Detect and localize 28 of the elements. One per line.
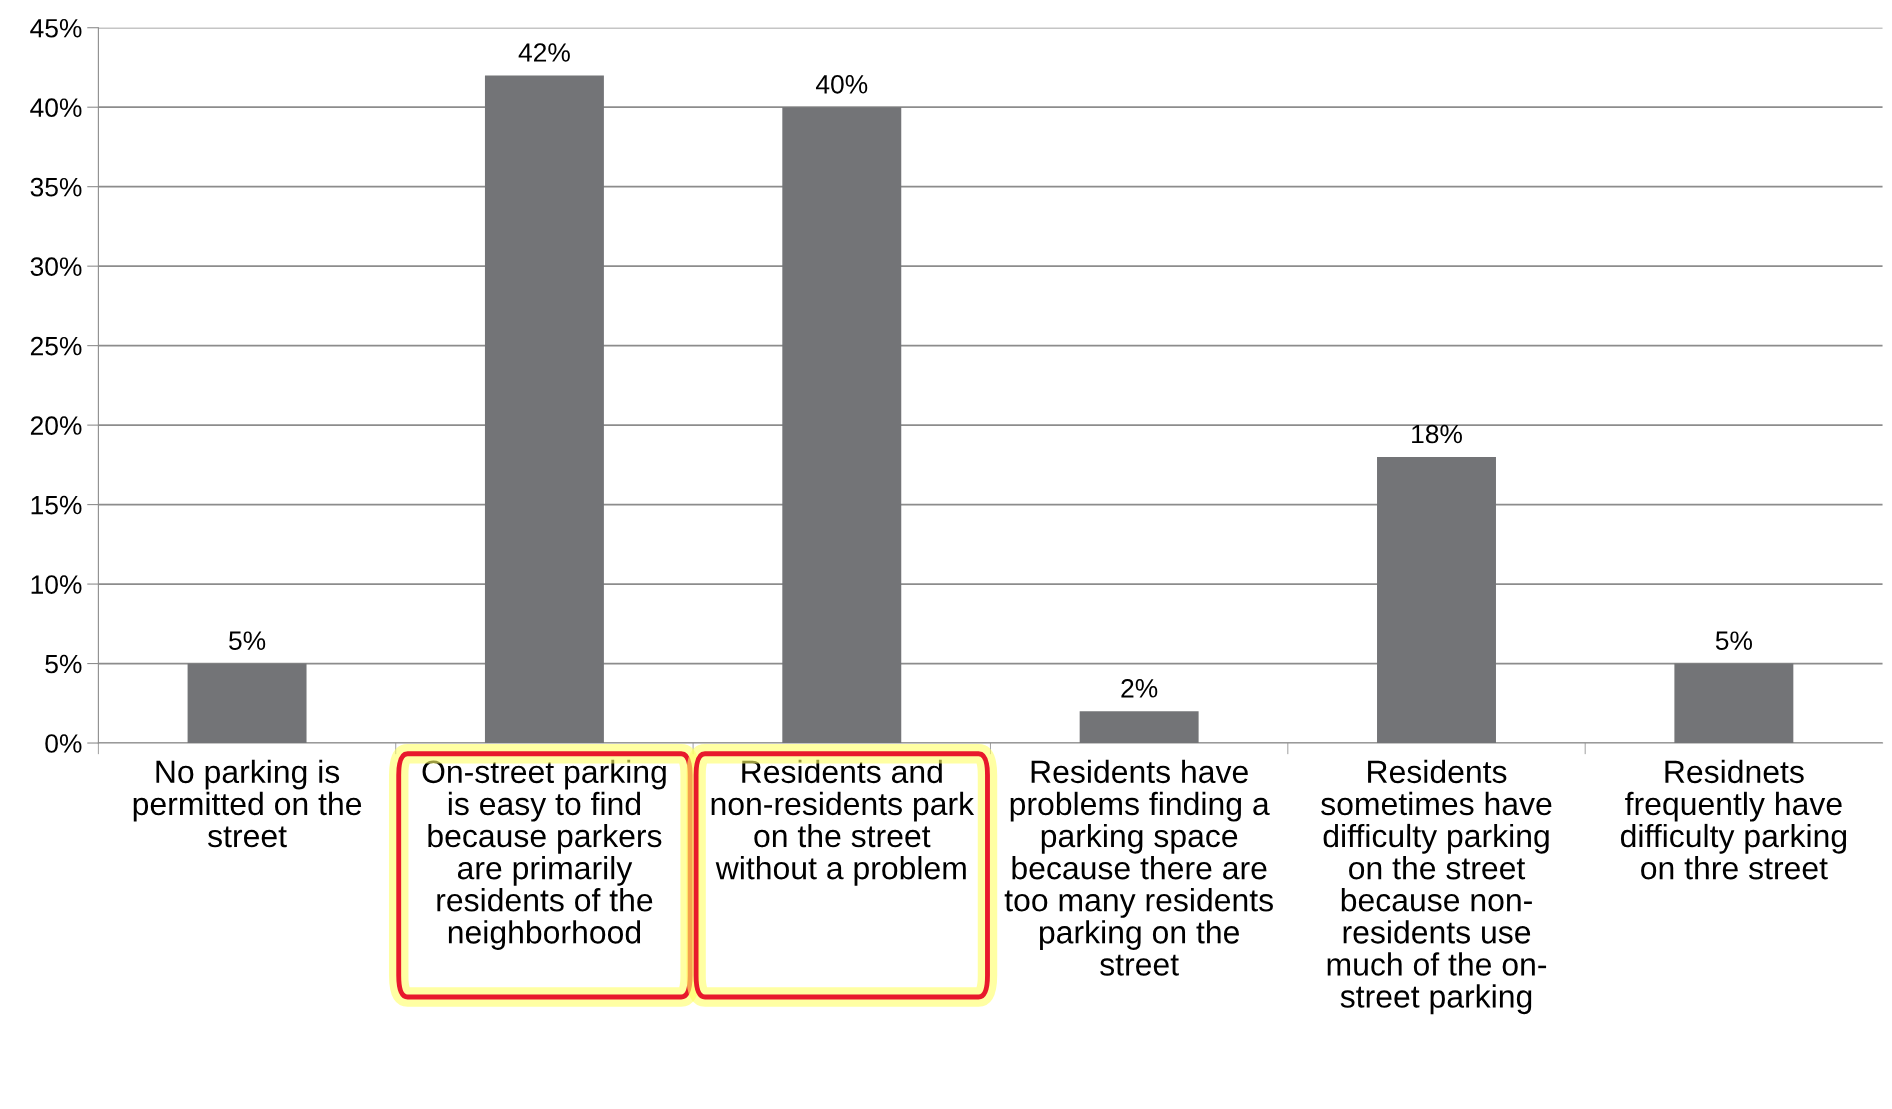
y-tick-label: 10% bbox=[31, 575, 82, 594]
bar bbox=[484, 75, 604, 744]
x-tick-label: Residents sometimes have difficulty parking on the street because non- residents use much of the on- street parking bbox=[1321, 759, 1552, 1015]
x-tick-label: Residnets frequently have difficulty parking on thre street bbox=[1620, 759, 1847, 880]
x-tick-label: Residents have problems finding a parking space because there are too many residents parking on the street bbox=[1004, 759, 1273, 976]
bar bbox=[1377, 456, 1496, 744]
x-tick-label: Residents and non-residents park on the street without a problem bbox=[711, 759, 975, 886]
y-tick-label: 15% bbox=[31, 495, 82, 515]
y-tick-label: 30% bbox=[30, 257, 82, 276]
y-tick-label: 0% bbox=[45, 734, 82, 753]
y-tick-label: 5% bbox=[45, 654, 82, 674]
y-tick-label: 45% bbox=[30, 18, 82, 38]
data-label: 2% bbox=[1121, 679, 1158, 698]
data-label: 40% bbox=[815, 74, 868, 94]
y-tick-label: 40% bbox=[30, 98, 82, 118]
y-tick-label: 20% bbox=[30, 416, 82, 435]
y-tick-label: 35% bbox=[30, 177, 82, 197]
bar bbox=[1674, 663, 1794, 744]
data-label: 18% bbox=[1412, 424, 1462, 444]
x-tick-label: No parking is permitted on the street bbox=[133, 759, 362, 848]
bar bbox=[1079, 711, 1199, 744]
data-label: 42% bbox=[518, 43, 570, 62]
bar bbox=[782, 107, 902, 744]
data-label: 5% bbox=[1715, 631, 1752, 650]
y-tick-label: 25% bbox=[30, 336, 82, 356]
x-tick-label: On-street parking is easy to find because parkers are primarily residents of the neighborhood bbox=[422, 759, 666, 950]
data-label: 5% bbox=[229, 631, 266, 650]
bar bbox=[187, 663, 307, 744]
